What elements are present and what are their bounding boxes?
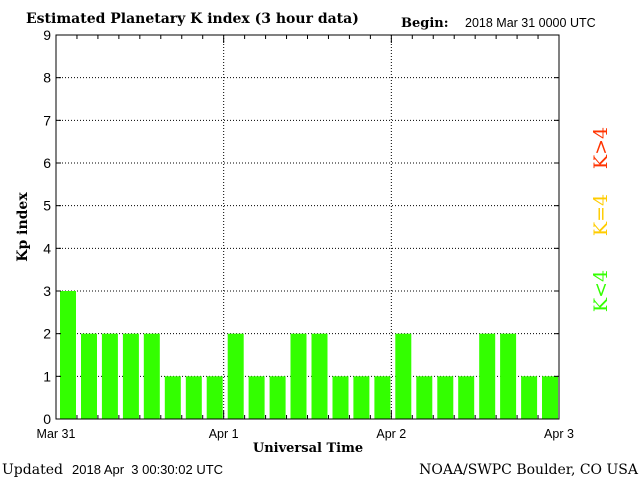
x-tick-label: Mar 31	[37, 427, 76, 441]
kp-bar	[374, 376, 391, 419]
kp-bar	[353, 376, 370, 419]
y-tick-label: 8	[43, 70, 51, 86]
x-ticks: Mar 31 Apr 1 Apr 2 Apr 3	[37, 35, 574, 441]
updated-label: Updated	[2, 462, 63, 478]
kp-bar	[416, 376, 433, 419]
y-ticks: 0 1 2 3 4 5 6 7 8 9	[43, 27, 559, 427]
begin-label: Begin:	[401, 16, 449, 31]
x-tick-label: Apr 3	[544, 427, 574, 441]
y-axis-label: Kp index	[15, 192, 31, 262]
kp-bar	[164, 376, 181, 419]
kp-bar	[542, 376, 558, 419]
kp-bar	[81, 333, 97, 419]
kp-bar	[479, 333, 496, 419]
kp-bar	[521, 376, 538, 419]
kp-bar	[458, 376, 475, 419]
kp-bar	[185, 376, 202, 419]
kp-bar	[500, 333, 517, 419]
x-tick-label: Apr 1	[209, 427, 239, 441]
kp-bar	[122, 333, 139, 419]
y-tick-label: 4	[43, 240, 51, 256]
legend-quiet: K<4	[590, 270, 612, 312]
y-tick-label: 5	[43, 198, 51, 214]
y-tick-label: 9	[43, 27, 51, 43]
grid-lines	[56, 35, 559, 419]
kp-bar	[248, 376, 265, 419]
kp-bar	[311, 333, 328, 419]
chart-title: Estimated Planetary K index (3 hour data…	[26, 11, 359, 27]
x-tick-label: Apr 2	[376, 427, 406, 441]
source-credit: NOAA/SWPC Boulder, CO USA	[419, 462, 639, 478]
bars	[60, 291, 558, 419]
y-tick-label: 1	[43, 368, 51, 384]
kp-bar	[269, 376, 286, 419]
kp-bar	[206, 376, 223, 419]
x-axis-label: Universal Time	[253, 441, 363, 456]
kp-bar	[143, 333, 160, 419]
legend-storm: K>4	[590, 127, 612, 169]
legend-active: K=4	[590, 194, 612, 236]
kp-bar	[437, 376, 454, 419]
y-tick-label: 6	[43, 155, 51, 171]
begin-value: 2018 Mar 31 0000 UTC	[465, 16, 596, 30]
kp-bar	[101, 333, 118, 419]
kp-bar	[227, 333, 244, 419]
y-tick-label: 7	[43, 112, 51, 128]
y-tick-label: 0	[43, 411, 51, 427]
kp-bar	[395, 333, 412, 419]
updated-value: 2018 Apr 3 00:30:02 UTC	[72, 462, 223, 477]
kp-bar	[332, 376, 349, 419]
y-tick-label: 3	[43, 283, 51, 299]
y-tick-label: 2	[43, 326, 51, 342]
kp-bar	[290, 333, 307, 419]
kp-bar	[60, 291, 76, 419]
